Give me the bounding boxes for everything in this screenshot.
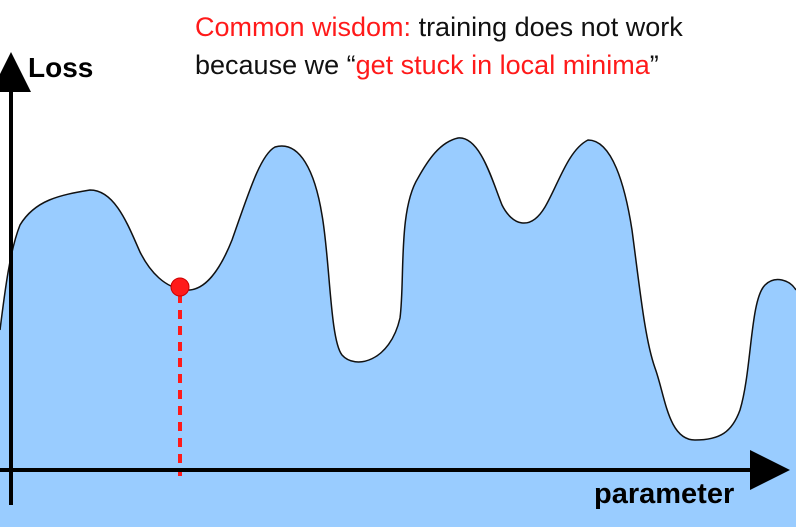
caption-line-1: Common wisdom: training does not work <box>195 8 683 46</box>
caption: Common wisdom: training does not work be… <box>195 8 683 84</box>
caption-line-2: because we “get stuck in local minima” <box>195 46 683 84</box>
caption-text-1: training does not work <box>411 12 683 42</box>
x-axis-label: parameter <box>594 478 735 510</box>
loss-curve <box>0 137 796 441</box>
y-axis-label: Loss <box>28 52 94 83</box>
caption-highlight-1: Common wisdom: <box>195 12 412 42</box>
caption-highlight-2: get stuck in local minima <box>355 50 650 80</box>
loss-landscape-area <box>0 137 796 527</box>
local-minimum-marker <box>170 277 190 297</box>
caption-text-2a: because we “ <box>195 50 356 80</box>
caption-text-2b: ” <box>649 50 659 80</box>
